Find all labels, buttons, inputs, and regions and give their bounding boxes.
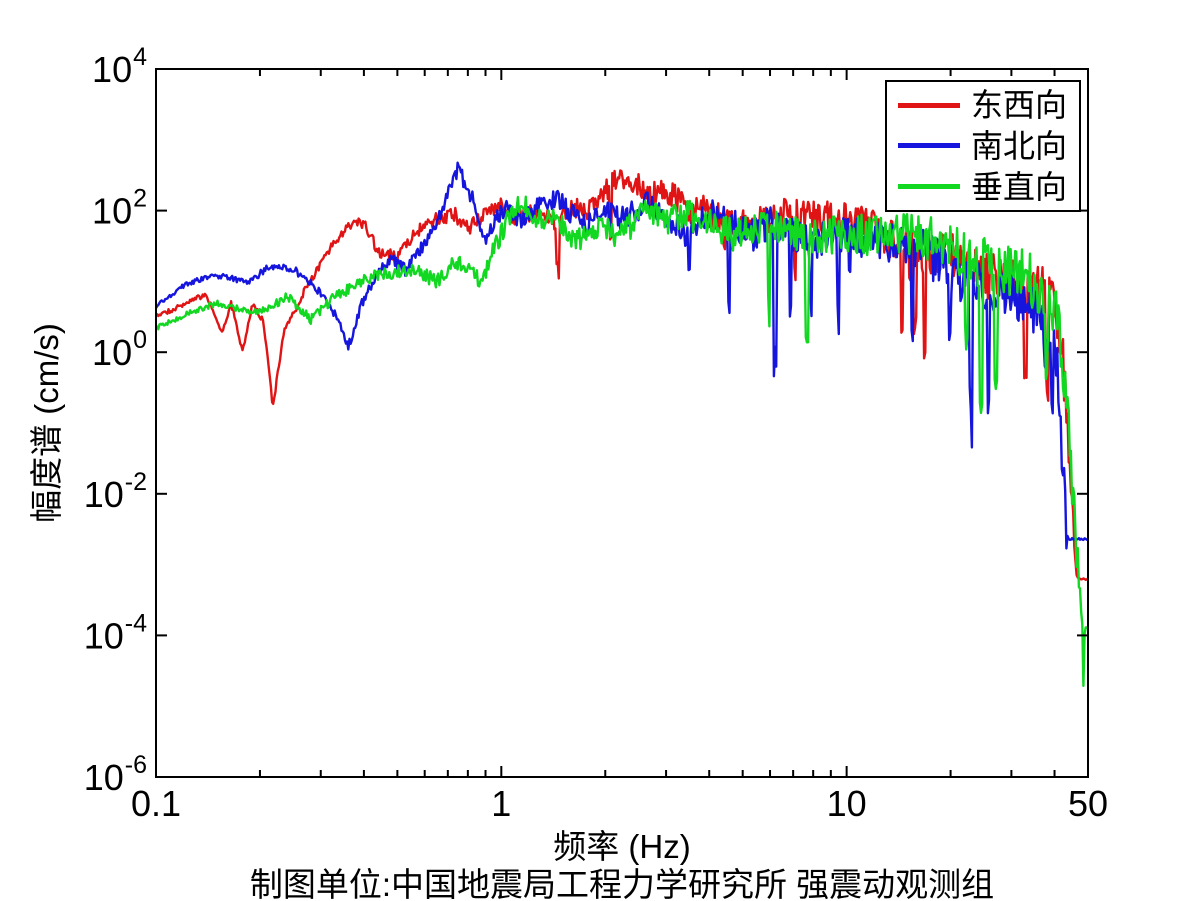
x-tick-label: 50 <box>1068 783 1108 824</box>
series-lines <box>157 161 1087 687</box>
figure-caption: 制图单位:中国地震局工程力学研究所 强震动观测组 <box>249 866 995 901</box>
x-axis-label: 频率 (Hz) <box>553 828 691 865</box>
y-tick-label: 104 <box>92 43 147 90</box>
legend-line-sample-north-south <box>898 143 960 149</box>
x-axis-ticks <box>155 69 1089 777</box>
plot-border <box>155 68 1089 778</box>
series-line-east-west <box>157 169 1087 581</box>
y-tick-label: 10-4 <box>84 609 147 656</box>
legend-line-sample-vertical <box>898 184 960 190</box>
legend-item-vertical: 垂直向 <box>887 167 1079 207</box>
y-tick-label: 102 <box>92 185 147 232</box>
y-tick-label: 10-2 <box>84 468 147 515</box>
x-tick-label: 1 <box>491 783 511 824</box>
x-tick-label: 0.1 <box>131 783 181 824</box>
y-tick-label: 100 <box>92 326 147 373</box>
legend-item-east-west: 东西向 <box>887 85 1079 125</box>
legend: 东西向 南北向 垂直向 <box>885 80 1081 212</box>
legend-line-sample-east-west <box>898 102 960 108</box>
y-axis-label: 幅度谱 (cm/s) <box>28 323 65 523</box>
legend-label-north-south: 南北向 <box>971 127 1068 164</box>
x-tick-label: 10 <box>827 783 867 824</box>
series-line-vertical <box>157 195 1087 687</box>
series-line-north-south <box>157 161 1087 550</box>
legend-label-vertical: 垂直向 <box>971 168 1068 205</box>
legend-label-east-west: 东西向 <box>971 87 1068 124</box>
legend-item-north-south: 南北向 <box>887 126 1079 166</box>
x-axis-tick-labels: 0.1 1 10 50 <box>131 783 1108 824</box>
